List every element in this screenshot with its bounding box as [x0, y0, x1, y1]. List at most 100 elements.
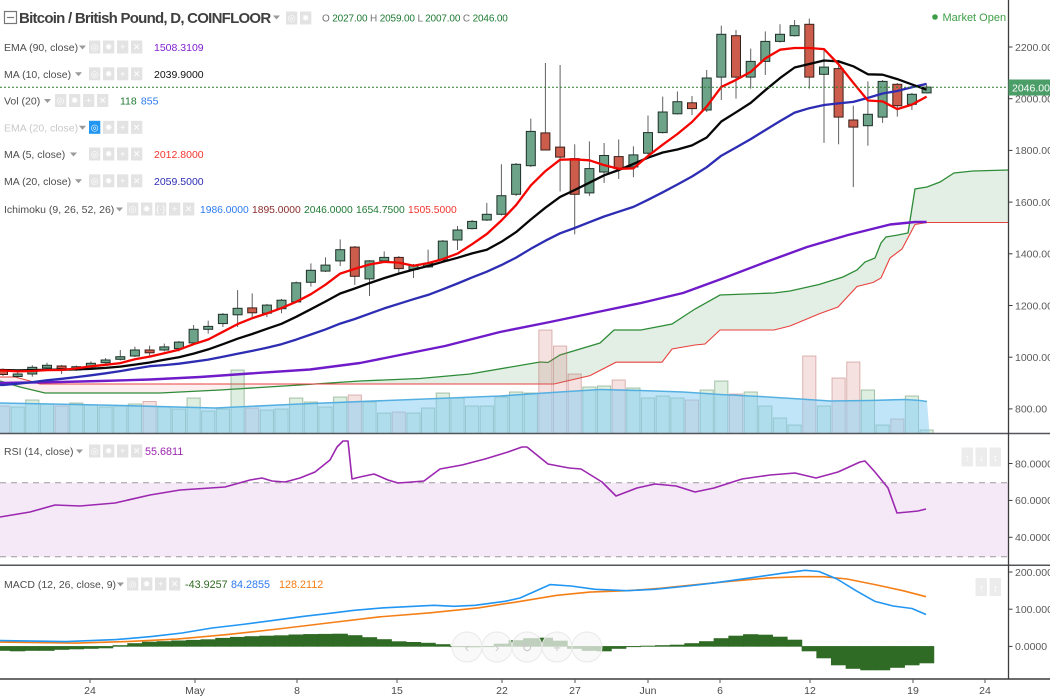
svg-text:1400.00: 1400.00	[1015, 249, 1050, 261]
svg-text:22: 22	[496, 685, 508, 697]
svg-text:◎: ◎	[91, 69, 99, 79]
svg-text:MA (10, close): MA (10, close)	[4, 69, 71, 81]
svg-text:-43.9257: -43.9257	[185, 579, 228, 591]
svg-text:◎: ◎	[129, 579, 137, 589]
svg-text:1200.00: 1200.00	[1015, 300, 1050, 312]
svg-text:✕: ✕	[185, 204, 193, 214]
svg-text:+: +	[120, 149, 125, 159]
svg-text:2200.00: 2200.00	[1015, 42, 1050, 54]
svg-text:✸: ✸	[105, 176, 113, 186]
svg-text:O 2027.00 H 2059.00 L 2007.00: O 2027.00 H 2059.00 L 2007.00 C 2046.00	[322, 14, 508, 25]
svg-text:◎: ◎	[91, 149, 99, 159]
svg-text:1505.5000: 1505.5000	[408, 205, 457, 216]
svg-text:◎: ◎	[91, 42, 99, 52]
svg-text:MA (20, close): MA (20, close)	[4, 176, 71, 188]
svg-text:MA (5, close): MA (5, close)	[4, 149, 65, 161]
svg-text:24: 24	[979, 685, 991, 697]
svg-text:1986.0000: 1986.0000	[200, 205, 249, 216]
svg-text:◎: ◎	[57, 96, 65, 106]
svg-text:✕: ✕	[171, 579, 179, 589]
svg-text:19: 19	[907, 685, 919, 697]
svg-text:855: 855	[141, 96, 159, 108]
svg-text:✕: ✕	[133, 176, 141, 186]
svg-text:EMA (20, close): EMA (20, close)	[4, 122, 78, 134]
svg-text:Vol (20): Vol (20)	[4, 96, 40, 108]
svg-text:◎: ◎	[91, 176, 99, 186]
svg-text:Market Open: Market Open	[943, 12, 1007, 24]
svg-text:✕: ✕	[133, 42, 141, 52]
svg-text:40.0000: 40.0000	[1015, 532, 1050, 544]
svg-text:MACD (12, 26, close, 9): MACD (12, 26, close, 9)	[4, 579, 116, 591]
svg-text:118: 118	[120, 96, 137, 108]
svg-text:+: +	[120, 176, 125, 186]
svg-text:✸: ✸	[105, 123, 113, 133]
svg-text:✸: ✸	[105, 149, 113, 159]
svg-text:✸: ✸	[143, 579, 151, 589]
svg-text:60.0000: 60.0000	[1015, 495, 1050, 507]
svg-text:✕: ✕	[133, 123, 141, 133]
svg-text:2000.00: 2000.00	[1015, 94, 1050, 106]
svg-text:2046.00: 2046.00	[1012, 82, 1050, 94]
svg-text:6: 6	[717, 685, 723, 697]
svg-text:✸: ✸	[105, 42, 113, 52]
svg-text:↕: ↕	[993, 584, 998, 595]
svg-text:27: 27	[569, 685, 581, 697]
svg-text:✕: ✕	[133, 446, 141, 456]
svg-text:+: +	[120, 123, 125, 133]
svg-text:✸: ✸	[105, 446, 113, 456]
svg-text:‹: ‹	[465, 640, 469, 655]
svg-text:+: +	[120, 446, 125, 456]
svg-text:↑: ↑	[965, 453, 970, 464]
svg-text:+: +	[120, 69, 125, 79]
svg-text:EMA (90, close): EMA (90, close)	[4, 42, 78, 54]
svg-text:{·}: {·}	[156, 204, 165, 214]
svg-text:Jun: Jun	[640, 685, 657, 697]
svg-text:128.2112: 128.2112	[279, 579, 323, 591]
svg-text:◎: ◎	[288, 13, 296, 23]
svg-text:80.0000: 80.0000	[1015, 458, 1050, 470]
svg-text:May: May	[185, 685, 206, 697]
svg-text:+: +	[553, 640, 561, 655]
svg-text:›: ›	[495, 640, 499, 655]
svg-text:0.0000: 0.0000	[1015, 641, 1047, 653]
svg-text:1654.7500: 1654.7500	[356, 205, 405, 216]
svg-text:100.0000: 100.0000	[1015, 604, 1050, 616]
svg-text:Bitcoin / British Pound, D, CO: Bitcoin / British Pound, D, COINFLOOR	[19, 10, 271, 27]
svg-text:1600.00: 1600.00	[1015, 197, 1050, 209]
svg-text:24: 24	[84, 685, 96, 697]
svg-text:15: 15	[391, 685, 403, 697]
svg-text:✸: ✸	[71, 96, 79, 106]
svg-text:2012.8000: 2012.8000	[154, 149, 204, 161]
svg-text:RSI (14, close): RSI (14, close)	[4, 446, 73, 458]
svg-text:✕: ✕	[133, 69, 141, 79]
svg-text:1800.00: 1800.00	[1015, 145, 1050, 157]
svg-text:200.0000: 200.0000	[1015, 567, 1050, 579]
svg-text:1508.3109: 1508.3109	[154, 42, 204, 54]
svg-text:✸: ✸	[143, 204, 151, 214]
svg-text:Ichimoku (9, 26, 52, 26): Ichimoku (9, 26, 52, 26)	[4, 204, 114, 216]
svg-text:✕: ✕	[99, 96, 107, 106]
svg-text:◎: ◎	[129, 204, 137, 214]
svg-text:+: +	[120, 42, 125, 52]
svg-text:◎: ◎	[91, 123, 99, 133]
svg-text:8: 8	[294, 685, 300, 697]
svg-text:›: ›	[585, 640, 589, 655]
svg-text:+: +	[86, 96, 91, 106]
svg-text:1895.0000: 1895.0000	[252, 205, 301, 216]
svg-text:↑: ↑	[979, 584, 984, 595]
svg-text:✸: ✸	[302, 13, 310, 23]
svg-text:1000.00: 1000.00	[1015, 352, 1050, 364]
svg-text:84.2855: 84.2855	[231, 579, 270, 591]
svg-text:55.6811: 55.6811	[145, 446, 183, 458]
svg-text:+: +	[158, 579, 163, 589]
svg-text:↓: ↓	[979, 453, 984, 464]
svg-text:↻: ↻	[522, 640, 533, 655]
svg-text:2039.9000: 2039.9000	[154, 69, 204, 81]
svg-text:↕: ↕	[993, 453, 998, 464]
svg-text:+: +	[172, 204, 177, 214]
svg-text:✕: ✕	[133, 149, 141, 159]
svg-text:✸: ✸	[105, 69, 113, 79]
svg-text:◎: ◎	[91, 446, 99, 456]
svg-text:800.00: 800.00	[1015, 404, 1047, 416]
svg-text:2046.0000: 2046.0000	[304, 205, 353, 216]
